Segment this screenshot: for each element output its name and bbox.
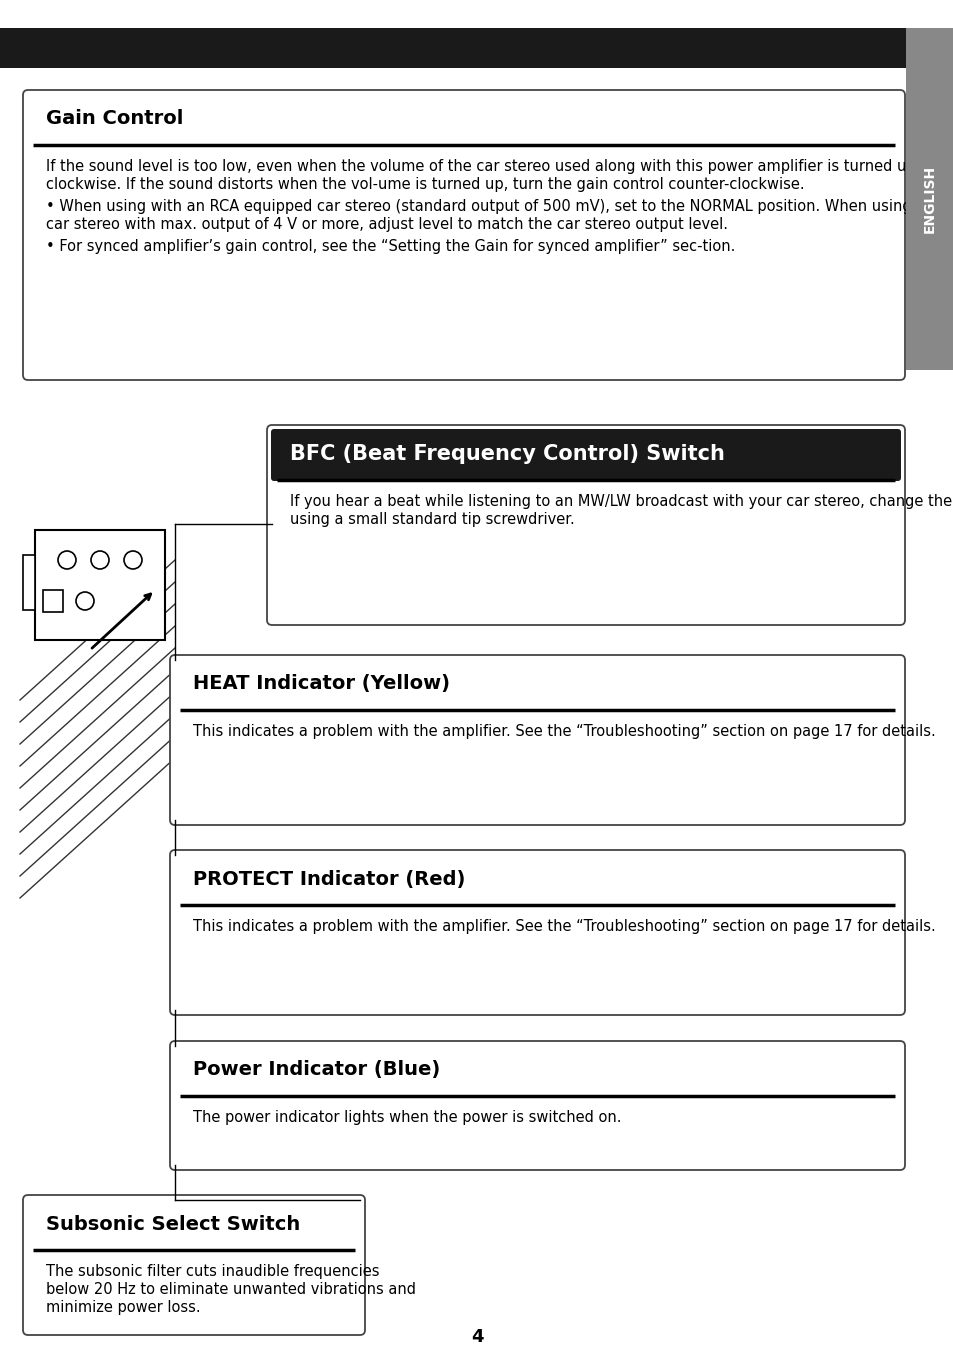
Text: • When using with an RCA equipped car stereo (standard output of 500 mV), set to: • When using with an RCA equipped car st… — [46, 199, 953, 214]
Text: BFC (Beat Frequency Control) Switch: BFC (Beat Frequency Control) Switch — [290, 444, 724, 463]
FancyBboxPatch shape — [170, 1041, 904, 1169]
Text: below 20 Hz to eliminate unwanted vibrations and: below 20 Hz to eliminate unwanted vibrat… — [46, 1282, 416, 1297]
Text: car stereo with max. output of 4 V or more, adjust level to match the car stereo: car stereo with max. output of 4 V or mo… — [46, 217, 727, 232]
Text: using a small standard tip screwdriver.: using a small standard tip screwdriver. — [290, 512, 574, 527]
FancyBboxPatch shape — [23, 1195, 365, 1335]
FancyBboxPatch shape — [23, 89, 904, 379]
Text: The subsonic filter cuts inaudible frequencies: The subsonic filter cuts inaudible frequ… — [46, 1264, 379, 1279]
FancyBboxPatch shape — [170, 654, 904, 825]
FancyBboxPatch shape — [23, 556, 35, 610]
Text: clockwise. If the sound distorts when the vol-ume is turned up, turn the gain co: clockwise. If the sound distorts when th… — [46, 178, 803, 192]
FancyBboxPatch shape — [905, 28, 953, 370]
Text: • For synced amplifier’s gain control, see the “Setting the Gain for synced ampl: • For synced amplifier’s gain control, s… — [46, 238, 735, 253]
Text: If you hear a beat while listening to an MW/LW broadcast with your car stereo, c: If you hear a beat while listening to an… — [290, 495, 953, 509]
Text: Power Indicator (Blue): Power Indicator (Blue) — [193, 1061, 439, 1080]
Text: The power indicator lights when the power is switched on.: The power indicator lights when the powe… — [193, 1110, 620, 1125]
Text: ENGLISH: ENGLISH — [923, 165, 936, 233]
Text: If the sound level is too low, even when the volume of the car stereo used along: If the sound level is too low, even when… — [46, 159, 953, 173]
Text: Gain Control: Gain Control — [46, 110, 183, 129]
FancyBboxPatch shape — [35, 530, 165, 640]
Text: 4: 4 — [470, 1328, 483, 1346]
Text: Subsonic Select Switch: Subsonic Select Switch — [46, 1214, 300, 1233]
Text: This indicates a problem with the amplifier. See the “Troubleshooting” section o: This indicates a problem with the amplif… — [193, 724, 935, 738]
FancyBboxPatch shape — [0, 28, 905, 68]
FancyBboxPatch shape — [271, 430, 900, 481]
FancyBboxPatch shape — [267, 425, 904, 625]
FancyBboxPatch shape — [43, 589, 63, 612]
FancyBboxPatch shape — [170, 850, 904, 1015]
Text: HEAT Indicator (Yellow): HEAT Indicator (Yellow) — [193, 675, 450, 694]
Text: minimize power loss.: minimize power loss. — [46, 1299, 200, 1314]
Text: PROTECT Indicator (Red): PROTECT Indicator (Red) — [193, 870, 465, 889]
Text: This indicates a problem with the amplifier. See the “Troubleshooting” section o: This indicates a problem with the amplif… — [193, 919, 935, 934]
